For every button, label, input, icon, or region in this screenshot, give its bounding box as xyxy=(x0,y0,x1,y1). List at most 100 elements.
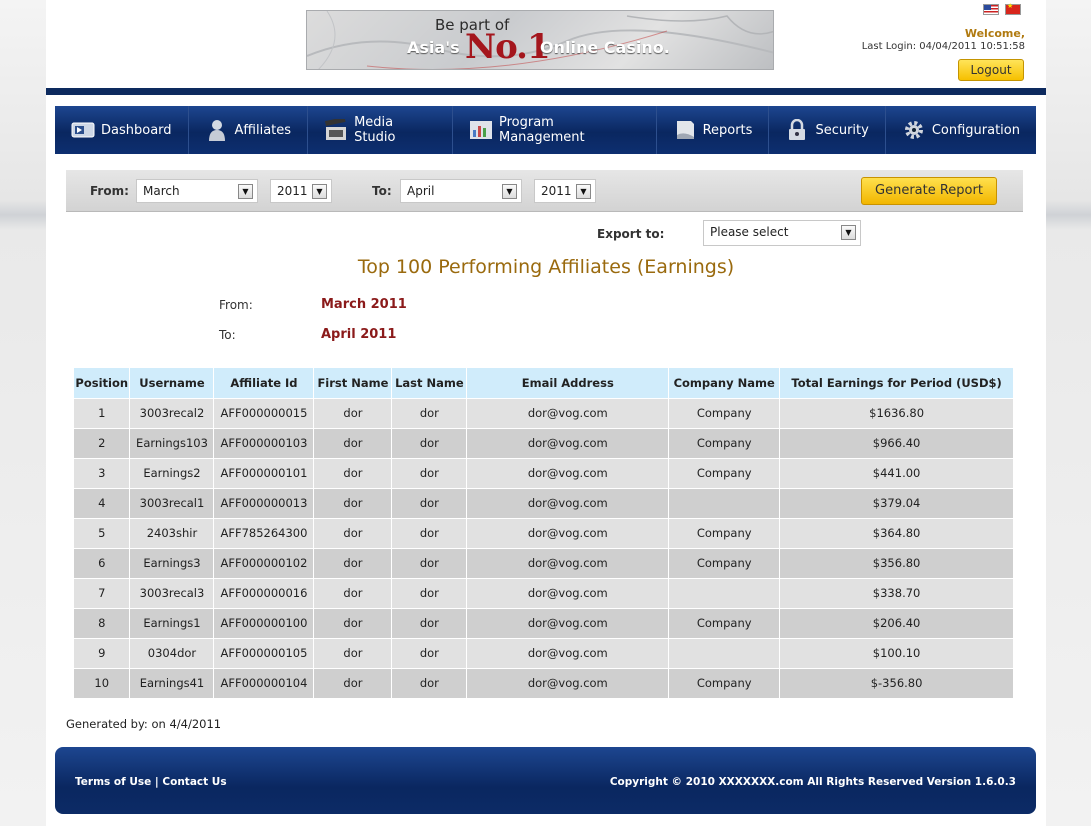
to-year-select[interactable]: 2011 ▼ xyxy=(534,179,596,203)
table-cell: dor xyxy=(391,397,468,428)
to-month-value: April xyxy=(407,184,435,198)
dashboard-icon xyxy=(71,119,95,141)
table-cell: dor@vog.com xyxy=(466,577,670,608)
table-cell: dor xyxy=(313,577,393,608)
nav-item-configuration[interactable]: Configuration xyxy=(886,106,1036,154)
table-cell: 4 xyxy=(74,487,131,518)
table-cell: AFF785264300 xyxy=(213,517,315,548)
table-cell: AFF000000015 xyxy=(213,397,315,428)
nav-item-affiliates[interactable]: Affiliates xyxy=(189,106,309,154)
column-header[interactable]: Username xyxy=(129,368,215,398)
export-value: Please select xyxy=(710,225,789,239)
cn-flag-icon[interactable] xyxy=(1005,2,1021,15)
nav-item-dashboard[interactable]: Dashboard xyxy=(55,106,189,154)
table-row: 7 3003recal3 AFF000000016 dor dor dor@vog.com… xyxy=(74,577,1014,608)
table-cell: dor xyxy=(391,457,468,488)
table-cell: 9 xyxy=(74,637,131,668)
table-cell: dor xyxy=(313,427,393,458)
column-header[interactable]: Affiliate Id xyxy=(213,368,315,398)
table-cell: $1636.80 xyxy=(779,397,1014,428)
export-select[interactable]: Please select ▼ xyxy=(703,220,861,246)
report-to-value: April 2011 xyxy=(321,327,397,342)
chevron-down-icon: ▼ xyxy=(238,184,253,199)
chevron-down-icon: ▼ xyxy=(841,225,856,240)
table-cell: Company xyxy=(668,607,781,638)
table-cell: dor@vog.com xyxy=(466,607,670,638)
table-cell: dor@vog.com xyxy=(466,397,670,428)
table-row: 8 Earnings1 AFF000000100 dor dor dor@vog.com C… xyxy=(74,607,1014,638)
table-cell xyxy=(668,487,781,518)
table-cell: dor xyxy=(391,487,468,518)
footer-links: Terms of Use | Contact Us xyxy=(75,776,227,788)
table-cell: AFF000000103 xyxy=(213,427,315,458)
table-cell: dor xyxy=(313,397,393,428)
table-cell: Company xyxy=(668,517,781,548)
table-cell: dor@vog.com xyxy=(466,547,670,578)
column-header[interactable]: Total Earnings for Period (USD$) xyxy=(779,368,1014,398)
table-cell: 3 xyxy=(74,457,131,488)
table-cell: $966.40 xyxy=(779,427,1014,458)
column-header[interactable]: Email Address xyxy=(466,368,670,398)
table-cell: $356.80 xyxy=(779,547,1014,578)
table-cell: 1 xyxy=(74,397,131,428)
last-login-text: Last Login: 04/04/2011 10:51:58 xyxy=(861,41,1025,52)
chevron-down-icon: ▼ xyxy=(312,184,327,199)
column-header[interactable]: Position xyxy=(74,368,131,398)
chevron-down-icon: ▼ xyxy=(576,184,591,199)
generated-by-text: Generated by: on 4/4/2011 xyxy=(66,717,222,731)
table-cell: dor xyxy=(313,607,393,638)
to-year-value: 2011 xyxy=(541,184,572,198)
from-year-value: 2011 xyxy=(277,184,308,198)
table-cell: Earnings103 xyxy=(129,427,215,458)
table-row: 9 0304dor AFF000000105 dor dor dor@vog.com $10… xyxy=(74,637,1014,668)
table-header-row: Position Username Affiliate Id First Nam… xyxy=(74,368,1014,398)
terms-of-use-link[interactable]: Terms of Use xyxy=(75,776,152,788)
nav-item-security[interactable]: Security xyxy=(769,106,886,154)
nav-item-program-management[interactable]: Program Management xyxy=(453,106,657,154)
column-header[interactable]: Last Name xyxy=(391,368,468,398)
report-to-label: To: xyxy=(219,328,236,342)
nav-item-reports[interactable]: Reports xyxy=(657,106,770,154)
table-cell: AFF000000104 xyxy=(213,667,315,698)
table-cell: Company xyxy=(668,457,781,488)
table-cell: 3003recal3 xyxy=(129,577,215,608)
column-header[interactable]: Company Name xyxy=(668,368,781,398)
table-row: 10 Earnings41 AFF000000104 dor dor dor@vog.co… xyxy=(74,667,1014,698)
table-cell: 6 xyxy=(74,547,131,578)
to-month-select[interactable]: April ▼ xyxy=(400,179,522,203)
from-month-select[interactable]: March ▼ xyxy=(136,179,258,203)
nav-label: Security xyxy=(815,122,869,138)
footer: Terms of Use | Contact Us Copyright © 20… xyxy=(55,747,1036,814)
gear-icon xyxy=(902,119,926,141)
logout-button[interactable]: Logout xyxy=(958,59,1024,81)
from-year-select[interactable]: 2011 ▼ xyxy=(270,179,332,203)
column-header[interactable]: First Name xyxy=(313,368,393,398)
export-label: Export to: xyxy=(597,227,665,241)
table-cell: Earnings1 xyxy=(129,607,215,638)
table-row: 2 Earnings103 AFF000000103 dor dor dor@vog.co… xyxy=(74,427,1014,458)
casino-banner[interactable]: Be part of Asia's No.1 Online Casino. xyxy=(306,10,774,70)
table-cell: AFF000000016 xyxy=(213,577,315,608)
table-cell: $364.80 xyxy=(779,517,1014,548)
table-cell: dor xyxy=(391,667,468,698)
nav-label: Dashboard xyxy=(101,122,172,138)
table-cell: dor xyxy=(313,457,393,488)
footer-separator: | xyxy=(154,776,159,788)
table-cell: dor xyxy=(391,577,468,608)
table-cell: 2403shir xyxy=(129,517,215,548)
table-cell: dor xyxy=(313,487,393,518)
lock-icon xyxy=(785,119,809,141)
generate-report-button[interactable]: Generate Report xyxy=(861,177,997,205)
to-label: To: xyxy=(372,184,392,198)
report-from-label: From: xyxy=(219,298,253,312)
table-cell: dor@vog.com xyxy=(466,487,670,518)
table-cell: Earnings2 xyxy=(129,457,215,488)
nav-item-media-studio[interactable]: Media Studio xyxy=(308,106,453,154)
table-cell: AFF000000102 xyxy=(213,547,315,578)
us-flag-icon[interactable] xyxy=(983,4,999,15)
document-icon xyxy=(673,119,697,141)
table-cell: Company xyxy=(668,547,781,578)
table-cell: dor@vog.com xyxy=(466,517,670,548)
contact-us-link[interactable]: Contact Us xyxy=(162,776,227,788)
copyright-text: Copyright © 2010 XXXXXXX.com All Rights … xyxy=(609,776,1016,788)
